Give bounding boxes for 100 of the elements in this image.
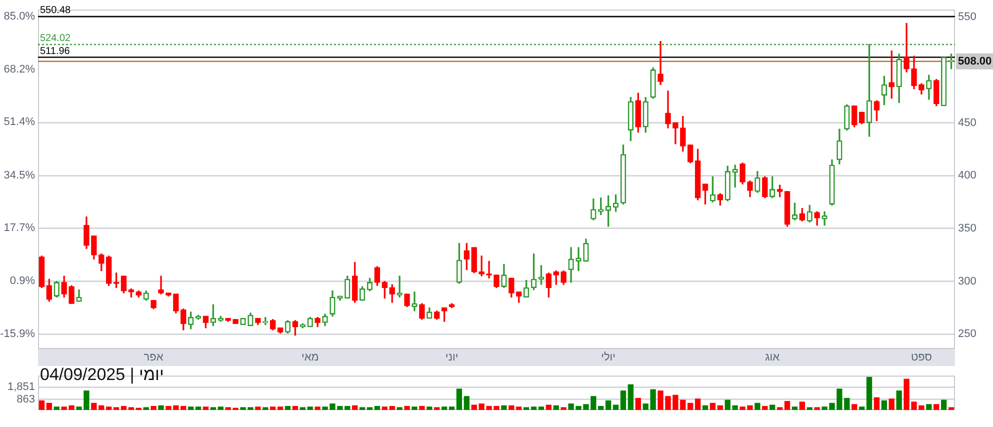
bar <box>523 407 530 410</box>
y2-tick-label: 0.9% <box>10 275 36 288</box>
bar <box>412 406 418 410</box>
bar <box>396 407 402 410</box>
candlestick <box>658 40 664 85</box>
x-tick-label: יולי <box>601 352 616 364</box>
bar <box>419 406 425 410</box>
bar <box>307 406 313 410</box>
bar <box>508 405 514 410</box>
x-tick-label: אוג <box>765 352 780 364</box>
bar <box>382 406 388 410</box>
bar <box>792 406 798 410</box>
bar <box>366 407 373 410</box>
annotation: 508.00 <box>958 55 992 68</box>
ref-line-label: 524.02 <box>40 33 72 44</box>
bar <box>434 407 440 410</box>
bar <box>98 405 104 410</box>
ref-line-label: 550.48 <box>40 5 72 16</box>
bar <box>598 406 604 410</box>
bar <box>314 406 320 410</box>
bar <box>284 406 291 410</box>
bar <box>717 405 723 410</box>
bar <box>688 402 694 410</box>
x-tick-label: אפר <box>144 352 164 364</box>
bar <box>456 388 462 410</box>
bar <box>612 404 619 410</box>
bar <box>210 407 216 410</box>
bar <box>448 406 455 410</box>
y-tick-label: 250 <box>958 328 976 340</box>
bar <box>188 406 194 410</box>
bar <box>926 404 932 410</box>
bar <box>441 406 448 410</box>
bar <box>359 407 366 410</box>
bar <box>389 406 395 410</box>
bar <box>896 390 902 410</box>
bar <box>128 407 134 410</box>
y-tick-label: 550 <box>958 11 976 24</box>
x-tick-label: מאי <box>301 352 319 364</box>
y-tick-label: 350 <box>958 222 976 234</box>
bar <box>46 402 52 410</box>
y2-tick-label: 68.2% <box>4 63 36 76</box>
bar <box>754 402 760 410</box>
y-tick-label: 1,851 <box>7 381 35 394</box>
bar <box>814 407 820 410</box>
ref-line-label: 511.96 <box>40 46 70 57</box>
bar <box>255 406 261 410</box>
bar <box>38 400 45 410</box>
bar <box>54 406 60 410</box>
bar <box>277 406 284 410</box>
bar <box>888 398 894 410</box>
bar <box>560 407 566 410</box>
bar <box>799 402 805 410</box>
bar <box>404 406 410 410</box>
y-tick-label: 863 <box>16 393 35 406</box>
bar <box>874 397 880 410</box>
bar <box>806 407 812 410</box>
y2-tick-label: 85.0% <box>4 10 36 23</box>
y-tick-label: 300 <box>958 275 976 288</box>
bar <box>694 398 701 410</box>
bar <box>762 406 768 410</box>
bar <box>464 396 470 410</box>
bar <box>91 402 97 410</box>
bar <box>530 406 537 410</box>
bar <box>270 406 276 410</box>
bar <box>934 404 940 410</box>
bar <box>262 407 268 410</box>
bar <box>940 400 947 410</box>
bar <box>516 406 522 410</box>
bar <box>143 407 149 410</box>
bar <box>710 402 716 410</box>
bar <box>426 406 432 410</box>
bar <box>546 404 552 410</box>
chart-title: יומי | 04/09/2025 <box>40 365 164 385</box>
bar <box>606 400 612 410</box>
bar <box>702 405 708 410</box>
bar <box>620 390 626 410</box>
x-tick-label: יוני <box>445 352 458 364</box>
bar <box>866 376 872 410</box>
bar <box>538 406 544 410</box>
y2-tick-label: -15.9% <box>0 328 36 340</box>
x-tick-label: ספט <box>910 352 932 364</box>
bar <box>858 406 865 410</box>
bar <box>881 400 888 410</box>
bar <box>374 406 380 410</box>
bar <box>292 406 298 410</box>
bar <box>352 405 358 410</box>
bar <box>501 405 507 410</box>
y2-tick-label: 17.7% <box>4 222 36 234</box>
bar <box>471 404 477 410</box>
bar <box>113 407 120 410</box>
bar <box>628 384 634 410</box>
bar <box>948 407 954 410</box>
bar <box>120 406 127 410</box>
bar <box>150 406 156 410</box>
bar <box>195 406 202 410</box>
y2-tick-label: 34.5% <box>4 169 36 182</box>
bar <box>218 406 224 410</box>
bar <box>635 398 641 410</box>
bar <box>300 407 306 410</box>
bar <box>770 404 776 410</box>
